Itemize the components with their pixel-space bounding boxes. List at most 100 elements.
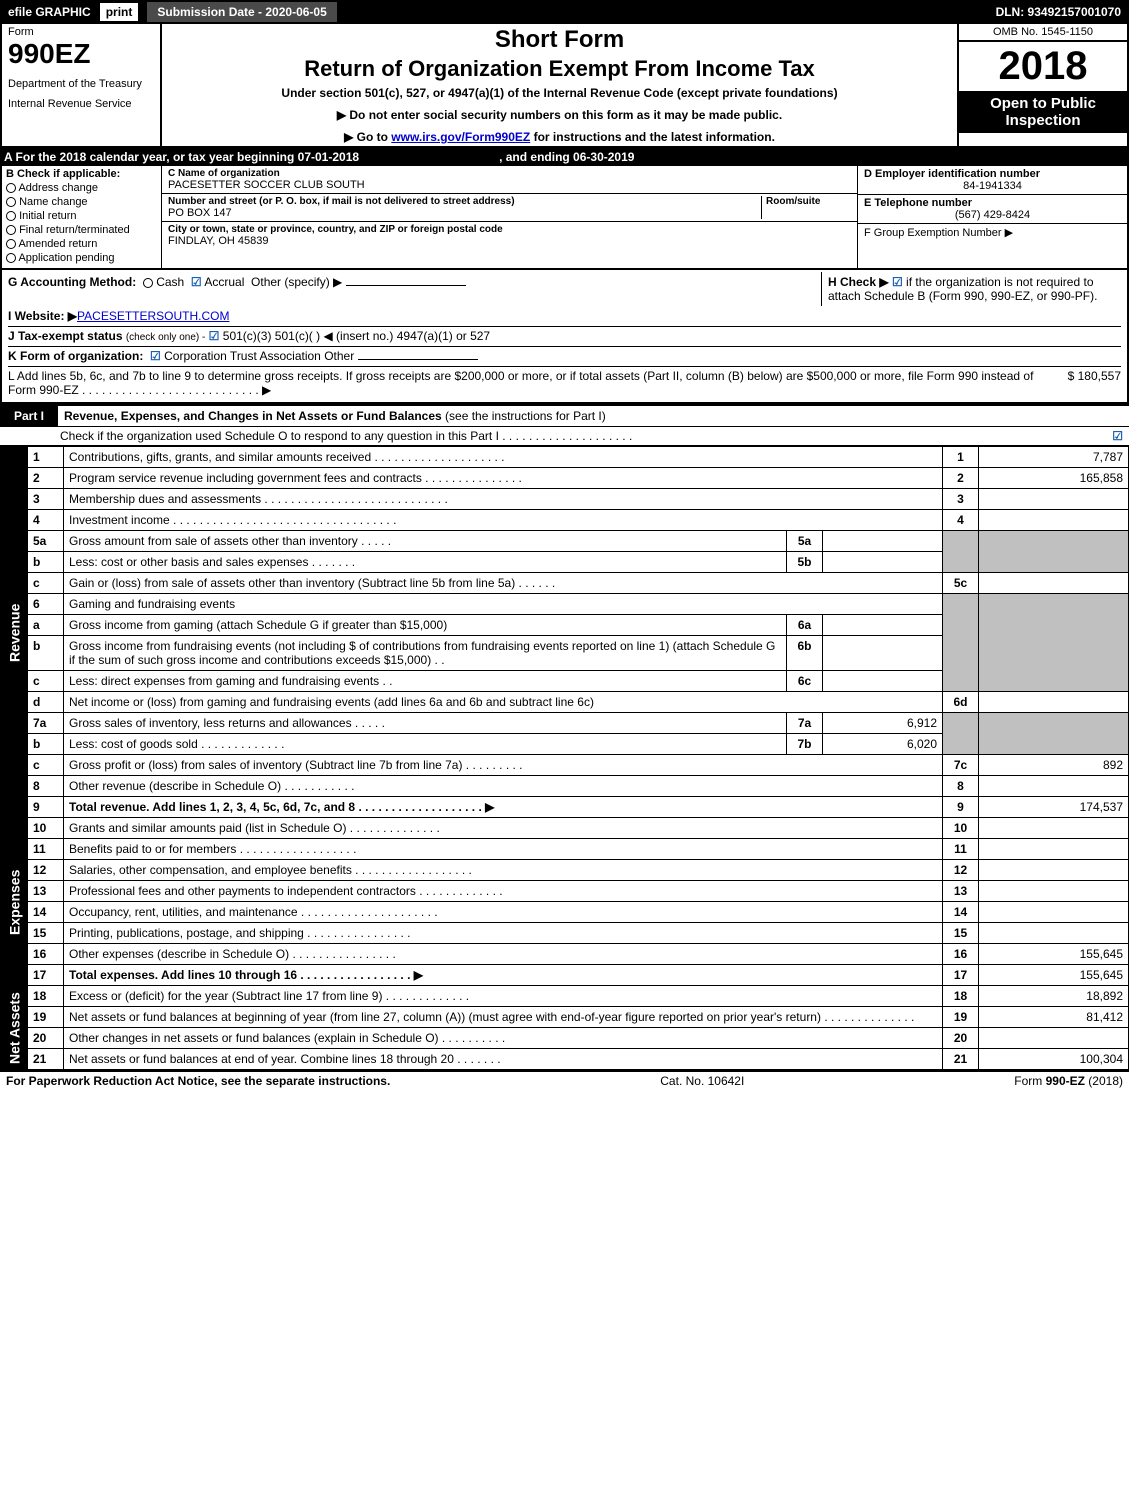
part1-header: Part I Revenue, Expenses, and Changes in… — [0, 404, 1129, 427]
note-ssn: ▶ Do not enter social security numbers o… — [168, 108, 951, 122]
radio-cash[interactable] — [143, 278, 153, 288]
efile-label: efile GRAPHIC — [0, 5, 99, 19]
val-18: 18,892 — [979, 986, 1129, 1007]
checkbox-name[interactable] — [6, 197, 16, 207]
row-14: 14 Occupancy, rent, utilities, and maint… — [1, 902, 1129, 923]
row-10: Expenses 10 Grants and similar amounts p… — [1, 818, 1129, 839]
row-1: Revenue 1 Contributions, gifts, grants, … — [1, 447, 1129, 468]
form-table: Revenue 1 Contributions, gifts, grants, … — [0, 446, 1129, 1070]
line-k: K Form of organization: ☑ Corporation Tr… — [8, 346, 1121, 363]
info-block: B Check if applicable: Address change Na… — [0, 166, 1129, 270]
val-6d — [979, 692, 1129, 713]
val-13 — [979, 881, 1129, 902]
part1-check-line: Check if the organization used Schedule … — [0, 427, 1129, 446]
row-5a: 5a Gross amount from sale of assets othe… — [1, 531, 1129, 552]
checkbox-pending[interactable] — [6, 253, 16, 263]
row-15: 15 Printing, publications, postage, and … — [1, 923, 1129, 944]
checkbox-initial[interactable] — [6, 211, 16, 221]
checkbox-h-checked[interactable]: ☑ — [892, 275, 903, 289]
row-3: 3 Membership dues and assessments . . . … — [1, 489, 1129, 510]
line-i: I Website: ▶PACESETTERSOUTH.COM — [8, 309, 1121, 323]
footer: For Paperwork Reduction Act Notice, see … — [0, 1070, 1129, 1090]
val-5a — [823, 531, 943, 552]
row-6d: d Net income or (loss) from gaming and f… — [1, 692, 1129, 713]
row-4: 4 Investment income . . . . . . . . . . … — [1, 510, 1129, 531]
city-label: City or town, state or province, country… — [168, 224, 851, 235]
ein-value: 84-1941334 — [864, 180, 1121, 192]
val-15 — [979, 923, 1129, 944]
val-14 — [979, 902, 1129, 923]
period-begin: A For the 2018 calendar year, or tax yea… — [4, 150, 359, 164]
checkbox-schedule-o[interactable]: ☑ — [1112, 429, 1123, 443]
radio-accrual-checked[interactable]: ☑ — [191, 275, 202, 289]
row-17: 17 Total expenses. Add lines 10 through … — [1, 965, 1129, 986]
meta-block: G Accounting Method: Cash ☑ Accrual Othe… — [0, 270, 1129, 404]
subtitle-under: Under section 501(c), 527, or 4947(a)(1)… — [168, 86, 951, 100]
dept-irs: Internal Revenue Service — [8, 98, 154, 110]
val-6a — [823, 615, 943, 636]
checkbox-501c3[interactable]: ☑ — [209, 329, 220, 343]
checkbox-corp[interactable]: ☑ — [150, 349, 161, 363]
checkbox-final[interactable] — [6, 225, 16, 235]
row-11: 11 Benefits paid to or for members . . .… — [1, 839, 1129, 860]
print-button[interactable]: print — [99, 2, 140, 22]
phone-label: E Telephone number — [864, 197, 1121, 209]
tax-year: 2018 — [959, 42, 1127, 91]
dept-treasury: Department of the Treasury — [8, 78, 154, 90]
ein-label: D Employer identification number — [864, 168, 1121, 180]
part1-tab: Part I — [0, 406, 58, 426]
val-19: 81,412 — [979, 1007, 1129, 1028]
period-row: A For the 2018 calendar year, or tax yea… — [0, 148, 1129, 166]
row-13: 13 Professional fees and other payments … — [1, 881, 1129, 902]
irs-link[interactable]: www.irs.gov/Form990EZ — [391, 130, 530, 144]
line-j: J Tax-exempt status (check only one) - ☑… — [8, 326, 1121, 343]
row-19: 19 Net assets or fund balances at beginn… — [1, 1007, 1129, 1028]
row-20: 20 Other changes in net assets or fund b… — [1, 1028, 1129, 1049]
website-link[interactable]: PACESETTERSOUTH.COM — [77, 309, 229, 323]
footer-mid: Cat. No. 10642I — [660, 1074, 744, 1088]
dln-label: DLN: 93492157001070 — [988, 5, 1129, 19]
group-exemption-label: F Group Exemption Number ▶ — [864, 226, 1121, 239]
val-4 — [979, 510, 1129, 531]
val-6c — [823, 671, 943, 692]
row-7c: c Gross profit or (loss) from sales of i… — [1, 755, 1129, 776]
box-b-heading: B Check if applicable: — [6, 168, 157, 180]
footer-right: Form 990-EZ (2018) — [1014, 1074, 1123, 1088]
street: PO BOX 147 — [168, 207, 761, 219]
box-c: C Name of organization PACESETTER SOCCER… — [162, 166, 857, 268]
row-21: 21 Net assets or fund balances at end of… — [1, 1049, 1129, 1070]
val-8 — [979, 776, 1129, 797]
org-name: PACESETTER SOCCER CLUB SOUTH — [168, 179, 851, 191]
val-2: 165,858 — [979, 468, 1129, 489]
row-6: 6 Gaming and fundraising events — [1, 594, 1129, 615]
val-6b — [823, 636, 943, 671]
val-7a: 6,912 — [823, 713, 943, 734]
form-label: Form — [8, 26, 154, 38]
room-label: Room/suite — [766, 196, 851, 207]
footer-left: For Paperwork Reduction Act Notice, see … — [6, 1074, 390, 1088]
row-2: 2 Program service revenue including gove… — [1, 468, 1129, 489]
row-7a: 7a Gross sales of inventory, less return… — [1, 713, 1129, 734]
title-short-form: Short Form — [168, 26, 951, 54]
submission-date: Submission Date - 2020-06-05 — [147, 2, 336, 22]
line-l: L Add lines 5b, 6c, and 7b to line 9 to … — [8, 366, 1121, 397]
gross-receipts: $ 180,557 — [1064, 369, 1121, 397]
period-end: , and ending 06-30-2019 — [499, 150, 634, 164]
row-12: 12 Salaries, other compensation, and emp… — [1, 860, 1129, 881]
box-b: B Check if applicable: Address change Na… — [2, 166, 162, 268]
checkbox-amended[interactable] — [6, 239, 16, 249]
row-5c: c Gain or (loss) from sale of assets oth… — [1, 573, 1129, 594]
row-8: 8 Other revenue (describe in Schedule O)… — [1, 776, 1129, 797]
val-9: 174,537 — [979, 797, 1129, 818]
phone-value: (567) 429-8424 — [864, 209, 1121, 221]
checkbox-address[interactable] — [6, 183, 16, 193]
val-7c: 892 — [979, 755, 1129, 776]
section-expenses: Expenses — [1, 818, 28, 986]
part1-sub: (see the instructions for Part I) — [445, 409, 606, 423]
val-7b: 6,020 — [823, 734, 943, 755]
street-label: Number and street (or P. O. box, if mail… — [168, 196, 761, 207]
val-17: 155,645 — [979, 965, 1129, 986]
val-16: 155,645 — [979, 944, 1129, 965]
val-11 — [979, 839, 1129, 860]
row-9: 9 Total revenue. Add lines 1, 2, 3, 4, 5… — [1, 797, 1129, 818]
